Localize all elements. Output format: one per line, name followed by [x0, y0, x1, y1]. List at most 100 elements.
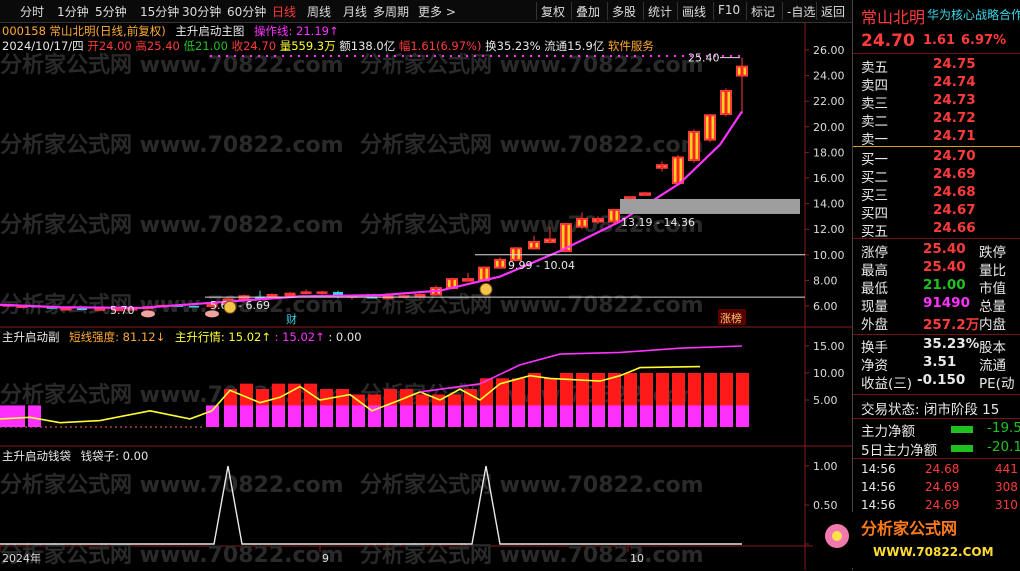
- toolbar-button-3[interactable]: 统计: [648, 5, 673, 19]
- stat-right-label: 市值: [979, 281, 1006, 297]
- candle-up-stripe: [580, 218, 584, 227]
- candle-up-stripe: [612, 210, 616, 222]
- toolbar-button-6[interactable]: 标记: [751, 5, 776, 19]
- toolbar-separator: [677, 2, 678, 20]
- period-tab-0[interactable]: 分时: [20, 5, 45, 19]
- period-tab-4[interactable]: 30分钟: [182, 5, 222, 19]
- sub2-y-tick-label: 1.00: [813, 460, 838, 473]
- toolbar-button-2[interactable]: 多股: [612, 5, 637, 19]
- stat-row[interactable]: 最低 21.00 市值: [861, 277, 1020, 297]
- sub1-bar-top: [512, 378, 525, 406]
- quote-news-ticker[interactable]: 华为核心战略合作: [927, 8, 1020, 22]
- candle-up: [414, 293, 426, 298]
- tick-row[interactable]: 14:56 24.68 441: [861, 462, 1020, 482]
- bid-row[interactable]: 买四 24.67: [861, 202, 1020, 222]
- bid-row[interactable]: 买一 24.70: [861, 148, 1020, 168]
- ask-price: 24.71: [933, 128, 976, 144]
- stat-value: 25.40: [923, 259, 966, 275]
- candle-down: [255, 297, 265, 299]
- ask-row[interactable]: 卖三 24.73: [861, 92, 1020, 112]
- period-tab-6[interactable]: 日线: [272, 5, 297, 19]
- watermark-text: 分析家公式网 www.70822.com: [0, 542, 344, 568]
- period-tab-2[interactable]: 5分钟: [95, 5, 127, 19]
- period-tab-3[interactable]: 15分钟: [140, 5, 180, 19]
- toolbar-button-1[interactable]: 叠加: [576, 5, 601, 19]
- period-tab-9[interactable]: 多周期: [373, 5, 410, 19]
- ask-price: 24.72: [933, 110, 976, 126]
- toolbar-button-0[interactable]: 复权: [541, 5, 566, 19]
- sub1-name[interactable]: 主升启动副: [2, 330, 60, 344]
- period-tab-1[interactable]: 1分钟: [57, 5, 89, 19]
- toolbar-button-5[interactable]: F10: [718, 3, 741, 17]
- main5-net-row[interactable]: 5日主力净额 -20.1: [861, 439, 1020, 459]
- sub2-name[interactable]: 主升启动钱袋: [2, 449, 71, 463]
- quote-stock-name[interactable]: 常山北明: [861, 8, 926, 27]
- stat-row[interactable]: 涨停 25.40 跌停: [861, 241, 1020, 261]
- sub1-y-tick-label: 5.00: [813, 394, 838, 407]
- x-axis-label: 9: [322, 552, 329, 565]
- stat-row[interactable]: 外盘 257.2万 内盘: [861, 313, 1020, 333]
- bid-price: 24.69: [933, 166, 976, 182]
- marker-icon: [205, 310, 219, 318]
- bid-price: 24.68: [933, 184, 976, 200]
- sub1-bar-top: [368, 394, 381, 406]
- period-tab-7[interactable]: 周线: [307, 5, 332, 19]
- indicator-name[interactable]: 主升启动主图: [175, 24, 245, 38]
- sub1-bar-top: [320, 389, 333, 406]
- candle-up: [300, 291, 312, 294]
- toolbar-separator: [782, 2, 783, 20]
- sub1-bar-top: [704, 373, 717, 406]
- stat-row[interactable]: 换手 35.23% 股本: [861, 336, 1020, 356]
- candlestick-chart[interactable]: 分析家公式网 www.70822.com 分析家公式网 www.70822.com…: [0, 22, 852, 570]
- bar-low: 低21.00: [183, 39, 228, 53]
- bid-row[interactable]: 买三 24.68: [861, 184, 1020, 204]
- period-tab-5[interactable]: 60分钟: [227, 5, 267, 19]
- candle-up-stripe: [643, 193, 647, 195]
- bid-row[interactable]: 买二 24.69: [861, 166, 1020, 186]
- stat-label: 换手: [861, 340, 888, 356]
- trade-state-row[interactable]: 交易状态: 闭市阶段 15: [861, 398, 1020, 418]
- y-tick-label: 18.00: [813, 146, 845, 159]
- tick-row[interactable]: 14:56 24.69 310: [861, 498, 1020, 518]
- ask-row[interactable]: 卖四 24.74: [861, 74, 1020, 94]
- period-tab-8[interactable]: 月线: [343, 5, 368, 19]
- quote-change: 1.61: [923, 33, 956, 48]
- sub1-val4: : 0.00: [328, 330, 362, 344]
- flower-center: [832, 531, 842, 541]
- stat-row[interactable]: 收益(三) -0.150 PE(动: [861, 372, 1020, 392]
- bar-change: 幅1.61(6.97%): [398, 39, 482, 53]
- stock-code-name[interactable]: 000158 常山北明(日线,前复权): [2, 24, 166, 38]
- period-tab-10[interactable]: 更多 >: [418, 5, 456, 19]
- ask-price: 24.75: [933, 56, 976, 72]
- candle-up-stripe: [628, 197, 632, 199]
- stat-row[interactable]: 最高 25.40 量比: [861, 259, 1020, 279]
- ask-label: 卖五: [861, 60, 888, 76]
- y-tick-label: 14.00: [813, 198, 845, 211]
- event-cai-label: 财: [286, 312, 297, 326]
- ask-label: 卖一: [861, 132, 888, 148]
- tick-row[interactable]: 14:56 24.69 308: [861, 480, 1020, 500]
- bar-close: 收24.70: [231, 39, 277, 53]
- ask-row[interactable]: 卖二 24.72: [861, 110, 1020, 130]
- sub1-header: 主升启动副 短线强度: 81.12↓ 主升行情: 15.02↑ : 15.02↑…: [2, 329, 362, 345]
- sub1-bar-top: [624, 373, 637, 406]
- quote-divider: [853, 334, 1020, 335]
- toolbar-button-8[interactable]: 返回: [821, 5, 846, 19]
- toolbar-button-7[interactable]: -自选: [787, 5, 816, 19]
- candle-up-stripe: [482, 267, 486, 281]
- ask-row[interactable]: 卖五 24.75: [861, 56, 1020, 76]
- watermark-text: 分析家公式网 www.70822.com: [360, 472, 704, 498]
- quote-divider: [853, 394, 1020, 395]
- stat-row[interactable]: 净资 3.51 流通: [861, 354, 1020, 374]
- candle-up: [60, 308, 72, 311]
- sub1-bar-top: [384, 389, 397, 406]
- stat-row[interactable]: 现量 91490 总量: [861, 295, 1020, 315]
- toolbar-button-4[interactable]: 画线: [682, 5, 707, 19]
- main-net-row[interactable]: 主力净额 -19.5: [861, 420, 1020, 440]
- tick-volume: 310: [995, 498, 1018, 512]
- bar-sector[interactable]: 软件服务: [607, 39, 654, 53]
- bid-row[interactable]: 买五 24.66: [861, 220, 1020, 240]
- ask-row[interactable]: 卖一 24.71: [861, 128, 1020, 148]
- sub2-bag: 钱袋子: 0.00: [80, 449, 149, 463]
- stat-right-label: 总量: [979, 299, 1006, 315]
